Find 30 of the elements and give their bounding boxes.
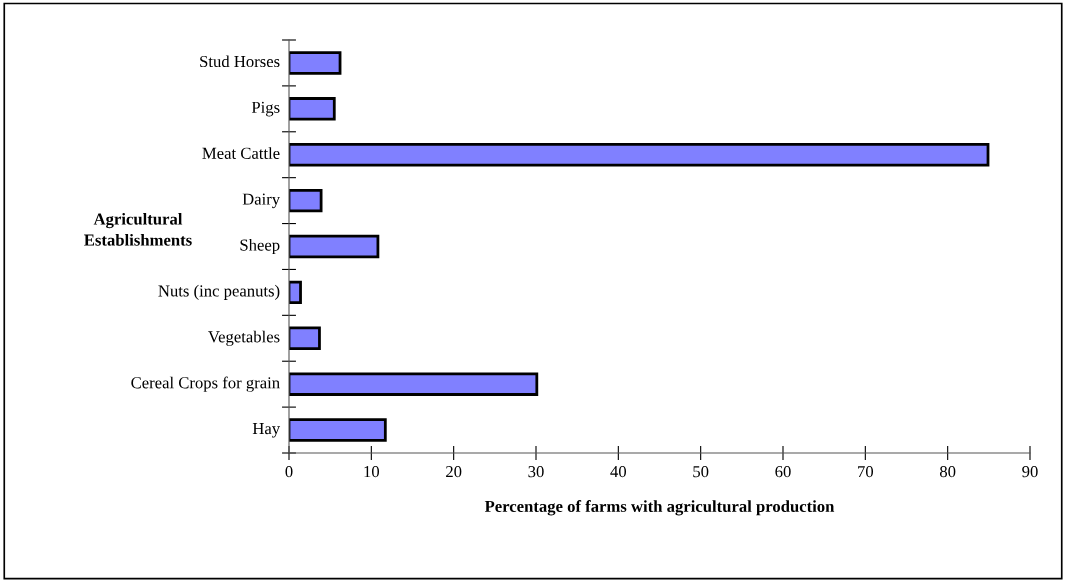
bar [289, 188, 323, 213]
x-tick-label: 80 [939, 465, 956, 478]
bar [289, 143, 990, 167]
x-tick-label: 30 [528, 465, 544, 478]
x-tick-label: 70 [858, 465, 874, 478]
x-tick-label: 40 [610, 465, 627, 478]
bar [289, 326, 321, 350]
x-tick-label: 0 [285, 465, 293, 478]
x-tick-label: 10 [364, 465, 380, 478]
y-tick-label: Stud Horses [200, 55, 280, 68]
bar [289, 418, 387, 442]
x-tick-label: 20 [446, 465, 462, 478]
y-tick-label: Meat Cattle [202, 147, 280, 159]
bar [289, 280, 302, 305]
bar [289, 234, 380, 259]
y-tick-label: Vegetables [208, 330, 280, 346]
y-tick-label: Dairy [242, 193, 281, 209]
y-tick-label: Nuts (inc peanuts) [158, 284, 280, 300]
bar [289, 372, 539, 396]
bar [289, 51, 342, 75]
y-tick-label: Cereal Crops for grain [131, 376, 280, 392]
y-axis-title: Agricultural Establishments [84, 212, 192, 246]
x-tick-label: 90 [1022, 465, 1038, 478]
y-tick-label: Hay [252, 423, 281, 438]
y-tick-label: Sheep [240, 238, 280, 255]
x-tick-label: 60 [775, 465, 791, 478]
y-tick-label: Pigs [251, 101, 280, 117]
x-axis-title: Percentage of farms with agricultural production [484, 500, 835, 516]
x-tick-label: 50 [693, 465, 709, 478]
bar [289, 97, 336, 121]
